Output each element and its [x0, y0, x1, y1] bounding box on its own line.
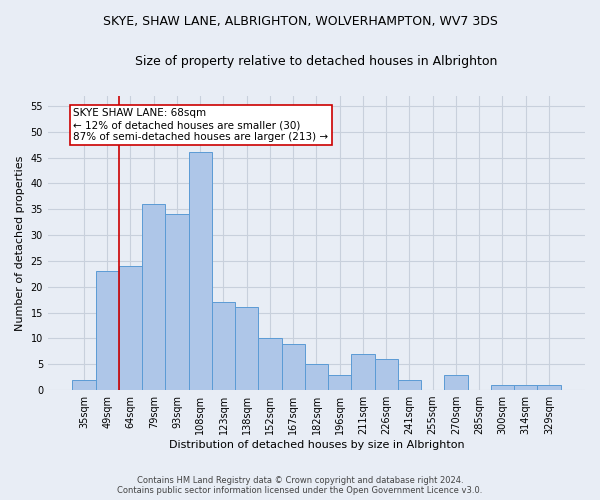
Bar: [445, 374, 467, 390]
Bar: [281, 344, 305, 390]
Bar: [538, 385, 560, 390]
Bar: [491, 385, 514, 390]
Text: SKYE SHAW LANE: 68sqm
← 12% of detached houses are smaller (30)
87% of semi-deta: SKYE SHAW LANE: 68sqm ← 12% of detached …: [73, 108, 329, 142]
Bar: [212, 302, 235, 390]
X-axis label: Distribution of detached houses by size in Albrighton: Distribution of detached houses by size …: [169, 440, 464, 450]
Bar: [259, 338, 281, 390]
Bar: [142, 204, 166, 390]
Bar: [398, 380, 421, 390]
Text: SKYE, SHAW LANE, ALBRIGHTON, WOLVERHAMPTON, WV7 3DS: SKYE, SHAW LANE, ALBRIGHTON, WOLVERHAMPT…: [103, 15, 497, 28]
Bar: [166, 214, 188, 390]
Bar: [352, 354, 374, 390]
Bar: [514, 385, 538, 390]
Bar: [95, 271, 119, 390]
Bar: [119, 266, 142, 390]
Bar: [328, 374, 352, 390]
Bar: [235, 308, 259, 390]
Bar: [188, 152, 212, 390]
Y-axis label: Number of detached properties: Number of detached properties: [15, 155, 25, 330]
Text: Contains HM Land Registry data © Crown copyright and database right 2024.
Contai: Contains HM Land Registry data © Crown c…: [118, 476, 482, 495]
Bar: [73, 380, 95, 390]
Bar: [374, 359, 398, 390]
Bar: [305, 364, 328, 390]
Title: Size of property relative to detached houses in Albrighton: Size of property relative to detached ho…: [135, 55, 497, 68]
